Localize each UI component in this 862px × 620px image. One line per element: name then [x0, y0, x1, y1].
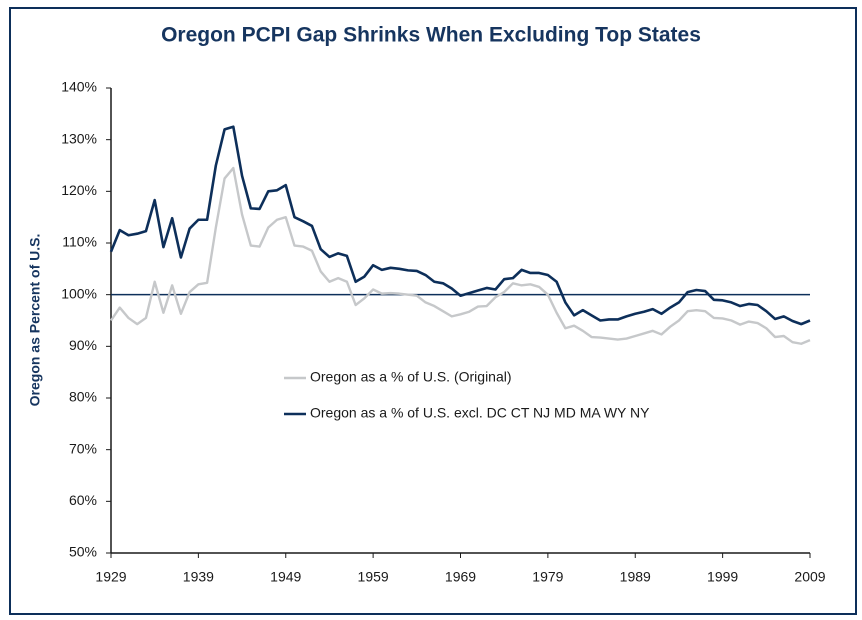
y-tick-label: 120% [61, 182, 97, 198]
y-tick-label: 140% [61, 79, 97, 95]
y-tick-label: 50% [69, 544, 97, 560]
series-line [109, 125, 811, 326]
x-tick-label: 1939 [183, 569, 214, 585]
y-tick-label: 130% [61, 130, 97, 146]
frame [9, 7, 857, 615]
y-axis-label: Oregon as Percent of U.S. [27, 234, 43, 407]
y-tick-label: 60% [69, 492, 97, 508]
x-tick-label: 1959 [358, 569, 389, 585]
y-tick-label: 90% [69, 337, 97, 353]
x-tick-label: 1929 [95, 569, 126, 585]
y-tick-label: 70% [69, 440, 97, 456]
x-tick-label: 2009 [794, 569, 825, 585]
y-tick-label: 100% [61, 285, 97, 301]
x-tick-label: 1979 [532, 569, 563, 585]
x-tick-label: 1999 [707, 569, 738, 585]
x-tick-label: 1969 [445, 569, 476, 585]
y-tick-label: 110% [62, 234, 97, 250]
x-tick-label: 1989 [620, 569, 651, 585]
legend-label: Oregon as a % of U.S. (Original) [310, 369, 512, 385]
legend-label: Oregon as a % of U.S. excl. DC CT NJ MD … [310, 405, 650, 421]
y-tick-label: 80% [69, 389, 97, 405]
x-tick-label: 1949 [270, 569, 301, 585]
chart-title: Oregon PCPI Gap Shrinks When Excluding T… [161, 24, 701, 47]
series-line [110, 166, 811, 345]
